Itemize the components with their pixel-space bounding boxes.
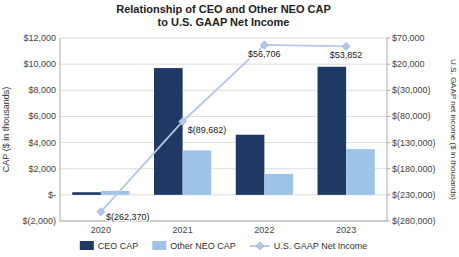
- y2-axis-line: [387, 38, 388, 221]
- y2-tick-label: $(130,000): [392, 138, 436, 148]
- bar: [346, 149, 375, 195]
- y-axis-line: [60, 38, 61, 221]
- bar: [264, 174, 293, 195]
- y-tick-label: $4,000: [28, 138, 56, 148]
- legend-item: U.S. GAAP Net Income: [250, 241, 367, 251]
- y2-tick-label: $(230,000): [392, 190, 436, 200]
- chart: Relationship of CEO and Other NEO CAPto …: [0, 0, 459, 257]
- x-tick-label: 2022: [254, 225, 274, 235]
- y-tick-label: $8,000: [28, 85, 56, 95]
- grid-line: [60, 38, 387, 39]
- y2-tick-label: $(30,000): [392, 85, 431, 95]
- bar: [101, 191, 130, 195]
- data-label: $53,852: [330, 50, 363, 60]
- y-tick-label: $2,000: [28, 164, 56, 174]
- y2-tick-label: $20,000: [392, 59, 425, 69]
- x-tick-label: 2023: [336, 225, 356, 235]
- y-tick-label: $10,000: [23, 59, 56, 69]
- x-tick-label: 2021: [173, 225, 193, 235]
- y-tick-label: $-: [48, 190, 56, 200]
- y-axis-label: CAP ($ in thousands): [1, 87, 11, 172]
- grid: [60, 38, 387, 221]
- legend-label: Other NEO CAP: [170, 241, 236, 251]
- bar: [318, 67, 347, 195]
- legend-label: CEO CAP: [98, 241, 139, 251]
- line: [101, 45, 346, 212]
- title: Relationship of CEO and Other NEO CAPto …: [116, 3, 331, 28]
- data-label: $56,706: [248, 49, 281, 59]
- y2-tick-label: $70,000: [392, 33, 425, 43]
- legend-label: U.S. GAAP Net Income: [274, 241, 367, 251]
- y2-tick-label: $(80,000): [392, 111, 431, 121]
- y2-tick-label: $(180,000): [392, 164, 436, 174]
- legend: CEO CAP Other NEO CAP U.S. GAAP Net Income: [80, 241, 367, 251]
- x-tick-label: 2020: [91, 225, 111, 235]
- legend-swatch: [256, 242, 264, 250]
- grid-line: [60, 64, 387, 65]
- title-line: Relationship of CEO and Other NEO CAP: [116, 3, 331, 15]
- bar: [183, 150, 212, 194]
- marker: [260, 41, 268, 49]
- marker: [342, 42, 350, 50]
- y-tick-label: $6,000: [28, 111, 56, 121]
- marker: [97, 208, 105, 216]
- y-tick-label: $12,000: [23, 33, 56, 43]
- legend-swatch: [80, 241, 94, 250]
- legend-item: CEO CAP: [80, 241, 139, 251]
- bar: [236, 135, 265, 195]
- bar: [72, 192, 101, 195]
- y2-axis-label: U.S. GAAP net income ($ in thousands): [449, 59, 458, 200]
- data-label: $(89,682): [188, 125, 227, 135]
- data-labels: $(262,370) $(89,682) $56,706 $53,852: [106, 49, 363, 222]
- y-tick-label: $(2,000): [22, 216, 56, 226]
- legend-swatch: [152, 241, 166, 250]
- data-label: $(262,370): [106, 212, 150, 222]
- title-line: to U.S. GAAP Net Income: [158, 16, 290, 28]
- plot-area: [72, 41, 374, 216]
- legend-item: Other NEO CAP: [152, 241, 236, 251]
- marker: [179, 117, 187, 125]
- y2-tick-label: $(280,000): [392, 216, 436, 226]
- bar: [154, 68, 183, 195]
